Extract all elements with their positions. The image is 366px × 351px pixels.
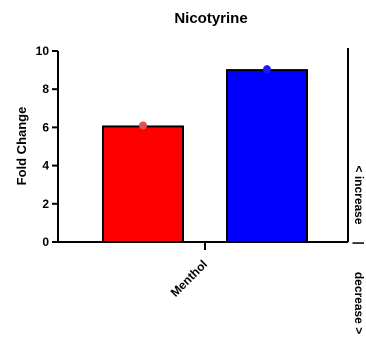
separator-label: |	[352, 241, 366, 244]
y-tick-label: 10	[36, 44, 50, 58]
y-axis-ticks: 0 2 4 6 8 10	[36, 44, 58, 249]
data-point-2	[263, 65, 271, 74]
y-tick-label: 2	[42, 197, 49, 211]
decrease-label: decrease >	[352, 272, 366, 334]
points-group	[139, 65, 271, 130]
x-category-label: Menthol	[168, 257, 210, 299]
y-tick-label: 6	[42, 120, 49, 134]
bar-2	[226, 69, 308, 243]
y-tick-label: 4	[42, 159, 49, 173]
y-tick-label: 8	[42, 82, 49, 96]
y-axis-title: Fold Change	[14, 107, 29, 186]
chart-title: Nicotyrine	[174, 10, 247, 27]
increase-label: < increase	[352, 165, 366, 224]
y-tick-label: 0	[42, 235, 49, 249]
bars-group	[102, 69, 308, 243]
data-point-1	[139, 121, 147, 130]
bar-1	[102, 125, 184, 243]
